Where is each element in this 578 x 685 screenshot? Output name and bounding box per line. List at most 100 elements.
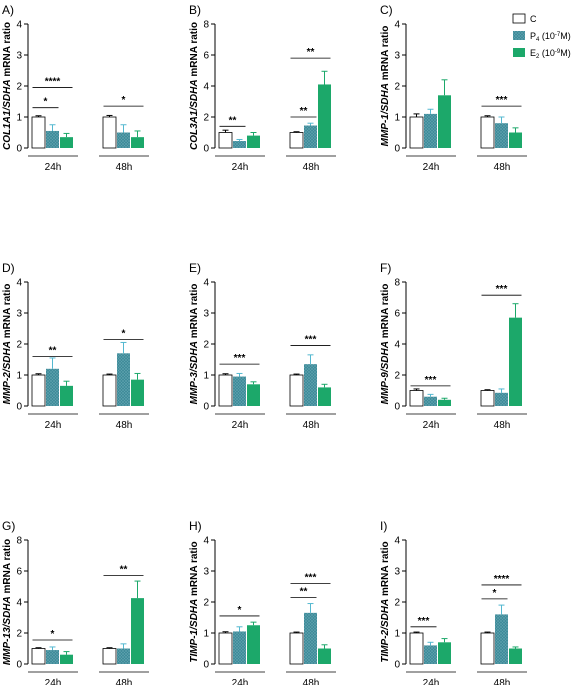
bar-p4-48h — [117, 132, 130, 148]
y-tick-label: 3 — [203, 567, 209, 578]
y-axis-label-suffix: mRNA ratio — [189, 22, 200, 79]
y-axis-label-gene: MMP-2/SDHA — [2, 341, 13, 404]
bar-c-24h — [31, 648, 46, 665]
significance-label: ** — [49, 345, 57, 356]
bar-e2-48h — [509, 648, 522, 664]
category-label: 24h — [423, 678, 440, 685]
y-tick-label: 1 — [16, 371, 22, 382]
category-label: 24h — [45, 678, 62, 685]
bar-p4-24h — [424, 396, 437, 406]
category-label: 48h — [116, 162, 133, 173]
legend-name: E — [530, 48, 536, 58]
bar-c-24h — [409, 390, 424, 407]
bar-c-24h — [409, 116, 424, 149]
bar-e2-48h — [318, 648, 331, 664]
y-tick-label: 2 — [203, 113, 209, 124]
bar-e2-24h — [60, 385, 73, 406]
bar-c-48h — [480, 116, 495, 149]
bar-p4-24h — [233, 376, 246, 406]
significance-label: **** — [494, 574, 510, 585]
bar-e2-48h — [131, 137, 144, 148]
legend-sup: -7 — [555, 32, 561, 38]
y-tick-label: 4 — [394, 340, 400, 351]
y-axis-label-gene: MMP-13/SDHA — [2, 596, 13, 665]
bar-c-48h — [289, 132, 304, 149]
significance-label: *** — [425, 375, 437, 386]
y-axis-label-suffix: mRNA ratio — [380, 541, 391, 598]
y-tick-label: 4 — [16, 278, 22, 289]
y-axis-label: TIMP-2/SDHA mRNA ratio — [380, 541, 391, 662]
y-tick-label: 0 — [16, 144, 22, 155]
bar-c-48h — [480, 390, 495, 407]
y-tick-label: 3 — [394, 51, 400, 62]
panel-label: G) — [2, 519, 15, 533]
significance-label: * — [51, 629, 55, 640]
category-label: 48h — [494, 678, 511, 685]
category-label: 24h — [45, 162, 62, 173]
y-tick-label: 1 — [16, 113, 22, 124]
category-label: 48h — [116, 678, 133, 685]
category-label: 48h — [494, 162, 511, 173]
y-axis-label-suffix: mRNA ratio — [2, 539, 13, 596]
panel-label: E) — [189, 261, 201, 275]
y-tick-label: 0 — [203, 660, 209, 671]
y-axis-label-suffix: mRNA ratio — [2, 284, 13, 341]
y-axis-label-gene: MMP-3/SDHA — [189, 341, 200, 404]
bar-e2-24h — [438, 642, 451, 664]
panel-label: C) — [380, 3, 393, 17]
bar-p4-24h — [233, 631, 246, 664]
bar-c-48h — [480, 632, 495, 665]
bar-e2-24h — [438, 399, 451, 406]
bar-p4-48h — [117, 648, 130, 664]
bar-c-24h — [218, 632, 233, 665]
y-tick-label: 8 — [394, 278, 400, 289]
y-axis-label: MMP-13/SDHA mRNA ratio — [2, 539, 13, 665]
bar-e2-48h — [509, 317, 522, 406]
y-tick-label: 8 — [203, 20, 209, 31]
category-label: 24h — [45, 420, 62, 431]
y-tick-label: 0 — [203, 402, 209, 413]
y-tick-label: 8 — [16, 536, 22, 547]
category-label: 24h — [232, 162, 249, 173]
bar-c-48h — [102, 116, 117, 149]
bar-e2-48h — [318, 84, 331, 148]
bar-p4-24h — [424, 113, 437, 148]
legend-label: C — [530, 14, 537, 24]
y-tick-label: 2 — [203, 598, 209, 609]
panel-label: H) — [189, 519, 202, 533]
panel-label: A) — [2, 3, 14, 17]
category-label: 24h — [232, 678, 249, 685]
y-tick-label: 6 — [16, 567, 22, 578]
significance-label: *** — [418, 616, 430, 627]
legend-swatch-c — [512, 13, 526, 24]
y-tick-label: 3 — [203, 309, 209, 320]
bar-e2-24h — [247, 625, 260, 664]
y-axis-label: COL3A1/SDHA mRNA ratio — [189, 22, 200, 150]
y-tick-label: 0 — [16, 660, 22, 671]
legend: CP4 (10-7M)E2 (10-9M) — [512, 13, 571, 60]
bar-e2-24h — [60, 654, 73, 664]
y-tick-label: 1 — [203, 371, 209, 382]
bar-e2-48h — [131, 598, 144, 664]
significance-label: *** — [305, 572, 317, 583]
bar-p4-24h — [233, 141, 246, 148]
bar-p4-48h — [495, 123, 508, 148]
y-tick-label: 4 — [16, 20, 22, 31]
legend-sub: 4 — [536, 37, 540, 43]
bar-e2-48h — [131, 379, 144, 406]
legend-suffix: M) — [560, 31, 571, 41]
bar-c-48h — [102, 648, 117, 665]
significance-label: ** — [307, 47, 315, 58]
legend-sub: 2 — [536, 54, 540, 60]
bar-c-24h — [409, 632, 424, 665]
bar-c-24h — [31, 374, 46, 407]
y-tick-label: 3 — [16, 51, 22, 62]
y-tick-label: 4 — [394, 20, 400, 31]
